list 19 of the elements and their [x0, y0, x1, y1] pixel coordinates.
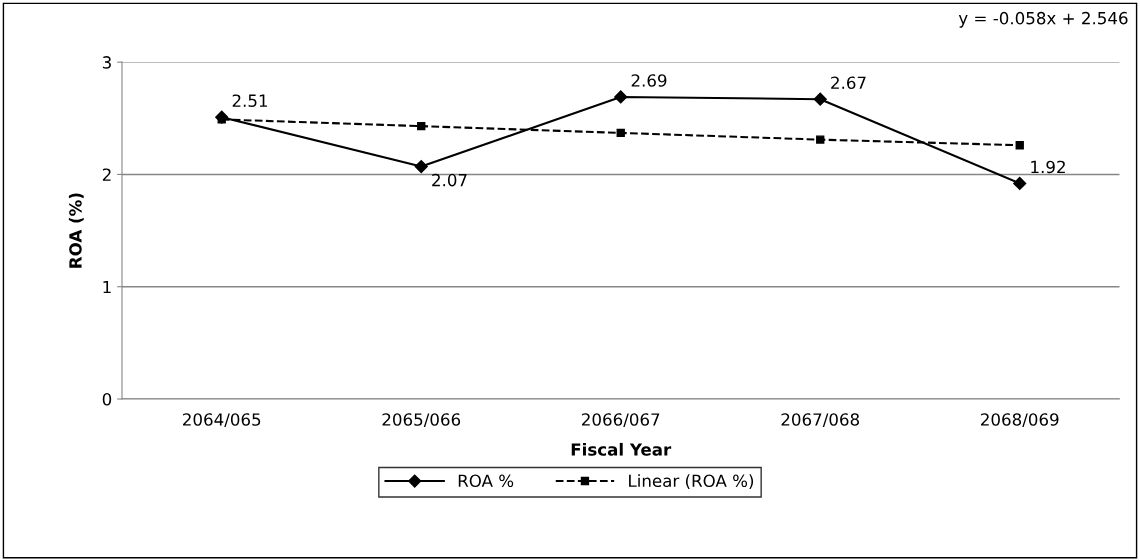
legend-label: Linear (ROA %)	[629, 474, 754, 490]
x-tick-label: 2065/066	[382, 413, 461, 428]
x-tick-label: 2067/068	[781, 413, 860, 428]
legend-label: ROA %	[458, 474, 514, 488]
data-label: 1.92	[1031, 160, 1065, 174]
x-tick-label: 2068/069	[981, 413, 1059, 428]
text: y = -0.058x + 2.546	[958, 11, 1128, 28]
data-label: 2.69	[631, 74, 667, 87]
x-axis-title: Fiscal Year	[571, 442, 672, 456]
y-tick-label: 3	[102, 56, 111, 69]
data-label: 2.51	[232, 94, 268, 107]
y-tick-label: 2	[102, 168, 111, 181]
data-label: 2.67	[831, 76, 866, 90]
y-tick-label: 1	[103, 280, 111, 294]
y-axis-title: ROA (%)	[68, 193, 84, 268]
data-label: 2.07	[432, 173, 467, 187]
x-tick-label: 2066/067	[582, 413, 660, 428]
x-tick-label: 2064/065	[183, 413, 261, 428]
y-tick-label: 0	[102, 392, 112, 406]
